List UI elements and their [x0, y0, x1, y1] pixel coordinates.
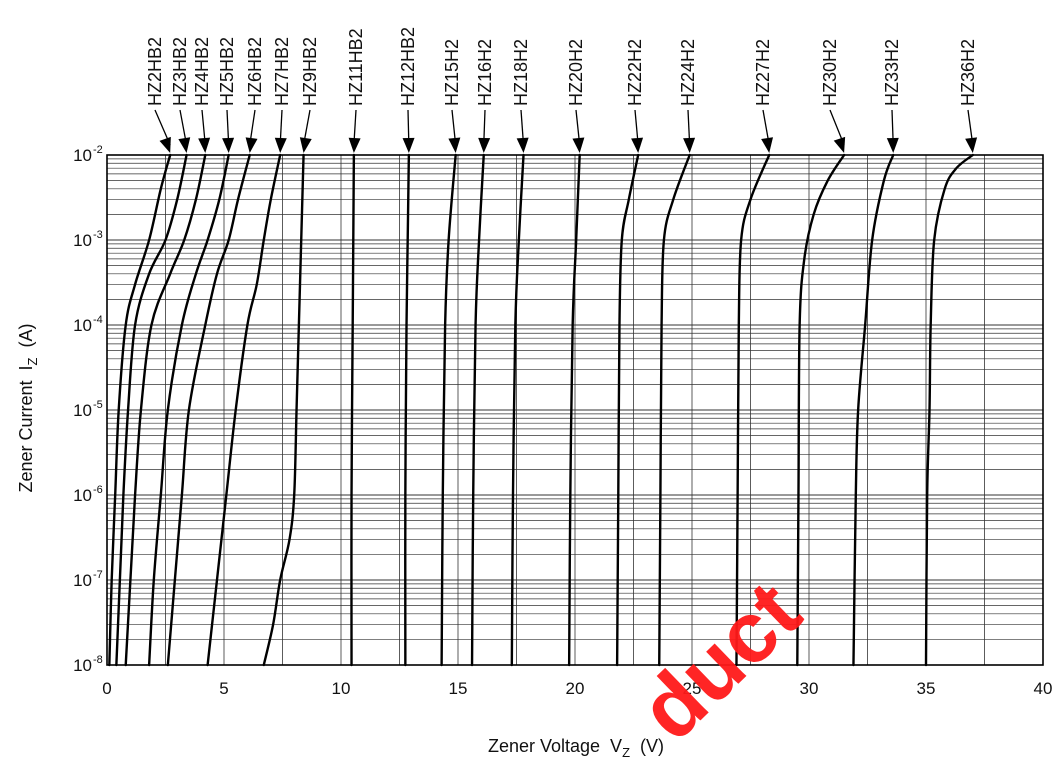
y-tick-exponent: -8 — [93, 654, 103, 666]
x-tick-label: 20 — [566, 679, 585, 698]
series-label-hz27h2: HZ27H2 — [753, 39, 773, 106]
series-line-hz20hb2 — [567, 153, 581, 667]
series-label-hz12hb2: HZ12HB2 — [398, 27, 418, 106]
series-line-hz7hb2 — [206, 153, 282, 667]
label-arrowhead — [965, 137, 978, 153]
x-tick-label: 25 — [683, 679, 702, 698]
x-tick-labels: 0 5 10 15 20 25 30 35 40 — [102, 679, 1052, 698]
y-tick-label: 10 — [73, 656, 92, 675]
y-tick-exponent: -4 — [93, 314, 103, 326]
y-tick-label: 10 — [73, 146, 92, 165]
x-tick-label: 0 — [102, 679, 111, 698]
y-tick-label: 10 — [73, 231, 92, 250]
x-tick-label: 30 — [800, 679, 819, 698]
series-label-hz20h2: HZ20H2 — [566, 39, 586, 106]
x-tick-label: 10 — [332, 679, 351, 698]
series-line-hz6hb2 — [166, 153, 251, 667]
x-tick-label: 15 — [449, 679, 468, 698]
series-label-hz2hb2: HZ2HB2 — [145, 37, 165, 106]
series-label-hz9hb2: HZ9HB2 — [300, 37, 320, 106]
series-line-hz3hb2 — [115, 153, 188, 667]
series-line-hz15hb2 — [440, 153, 457, 667]
label-arrowhead — [159, 136, 171, 153]
series-label-hz4hb2: HZ4HB2 — [192, 37, 212, 106]
series-label-hz6hb2: HZ6HB2 — [245, 37, 265, 106]
label-arrowhead — [448, 137, 461, 153]
label-arrowhead — [683, 137, 696, 153]
label-arrowhead — [178, 137, 191, 153]
series-line-hz36hb2 — [924, 153, 974, 667]
series-line-hz30hb2 — [796, 153, 846, 667]
series-line-hz16hb2 — [470, 153, 485, 667]
label-arrowhead — [245, 137, 258, 153]
y-tick-label: 10 — [73, 486, 92, 505]
x-tick-label: 40 — [1034, 679, 1053, 698]
y-tick-label: 10 — [73, 401, 92, 420]
label-arrowhead — [833, 136, 846, 153]
series-line-hz11hb2 — [350, 153, 356, 667]
label-arrowhead — [886, 137, 899, 153]
series-label-hz5hb2: HZ5HB2 — [217, 37, 237, 106]
x-axis-title: Zener Voltage VZ (V) — [488, 736, 664, 760]
y-axis-title: Zener CurrentIZ(A) — [16, 323, 40, 492]
series-label-hz3hb2: HZ3HB2 — [170, 37, 190, 106]
y-tick-labels: 10-810-710-610-510-410-310-2 — [73, 144, 103, 675]
series-label-hz22h2: HZ22H2 — [625, 39, 645, 106]
series-label-hz15h2: HZ15H2 — [442, 39, 462, 106]
label-arrowhead — [402, 137, 415, 153]
series-labels: HZ2HB2 HZ3HB2 HZ4HB2 HZ5HB2 HZ6HB2 HZ7HB2 HZ9H… — [145, 27, 978, 153]
series-line-hz22hb2 — [615, 153, 640, 667]
series-label-hz11hb2: HZ11HB2 — [346, 28, 366, 106]
label-arrowhead — [348, 137, 361, 153]
curves — [108, 153, 974, 667]
label-arrowhead — [516, 137, 529, 153]
label-arrowhead — [299, 137, 312, 153]
label-arrowhead — [222, 137, 235, 153]
y-tick-exponent: -3 — [93, 229, 103, 241]
y-tick-exponent: -5 — [93, 399, 103, 411]
y-tick-exponent: -7 — [93, 569, 103, 581]
label-arrowhead — [631, 137, 644, 153]
y-tick-exponent: -2 — [93, 144, 103, 156]
series-line-hz24hb2 — [658, 153, 691, 667]
series-label-hz18h2: HZ18H2 — [511, 39, 531, 106]
series-label-hz33h2: HZ33H2 — [882, 39, 902, 106]
series-line-hz12hb2 — [404, 153, 411, 667]
label-arrowhead — [572, 137, 585, 153]
y-tick-exponent: -6 — [93, 484, 103, 496]
series-label-hz30h2: HZ30H2 — [820, 39, 840, 106]
x-tick-label: 5 — [219, 679, 228, 698]
plot-border — [106, 154, 1044, 666]
series-label-hz24h2: HZ24H2 — [678, 39, 698, 106]
label-arrowhead — [198, 137, 211, 153]
series-line-hz4hb2 — [124, 153, 207, 667]
label-arrowhead — [274, 137, 287, 153]
series-line-hz18hb2 — [510, 153, 525, 667]
series-line-hz2hb2 — [108, 153, 172, 667]
label-arrowhead — [761, 137, 774, 153]
x-tick-label: 35 — [917, 679, 936, 698]
y-tick-label: 10 — [73, 316, 92, 335]
series-label-hz16h2: HZ16H2 — [475, 39, 495, 106]
series-line-hz33hb2 — [852, 153, 895, 667]
watermark: duct — [622, 563, 819, 758]
plot-frame — [106, 154, 1044, 666]
series-line-hz9hb2 — [262, 153, 305, 667]
series-line-hz5hb2 — [147, 153, 230, 667]
label-arrowhead — [478, 137, 491, 153]
y-tick-label: 10 — [73, 571, 92, 590]
series-label-hz36h2: HZ36H2 — [958, 39, 978, 106]
series-label-hz7hb2: HZ7HB2 — [272, 37, 292, 106]
grid — [106, 155, 1044, 666]
series-line-hz27hb2 — [735, 153, 771, 667]
